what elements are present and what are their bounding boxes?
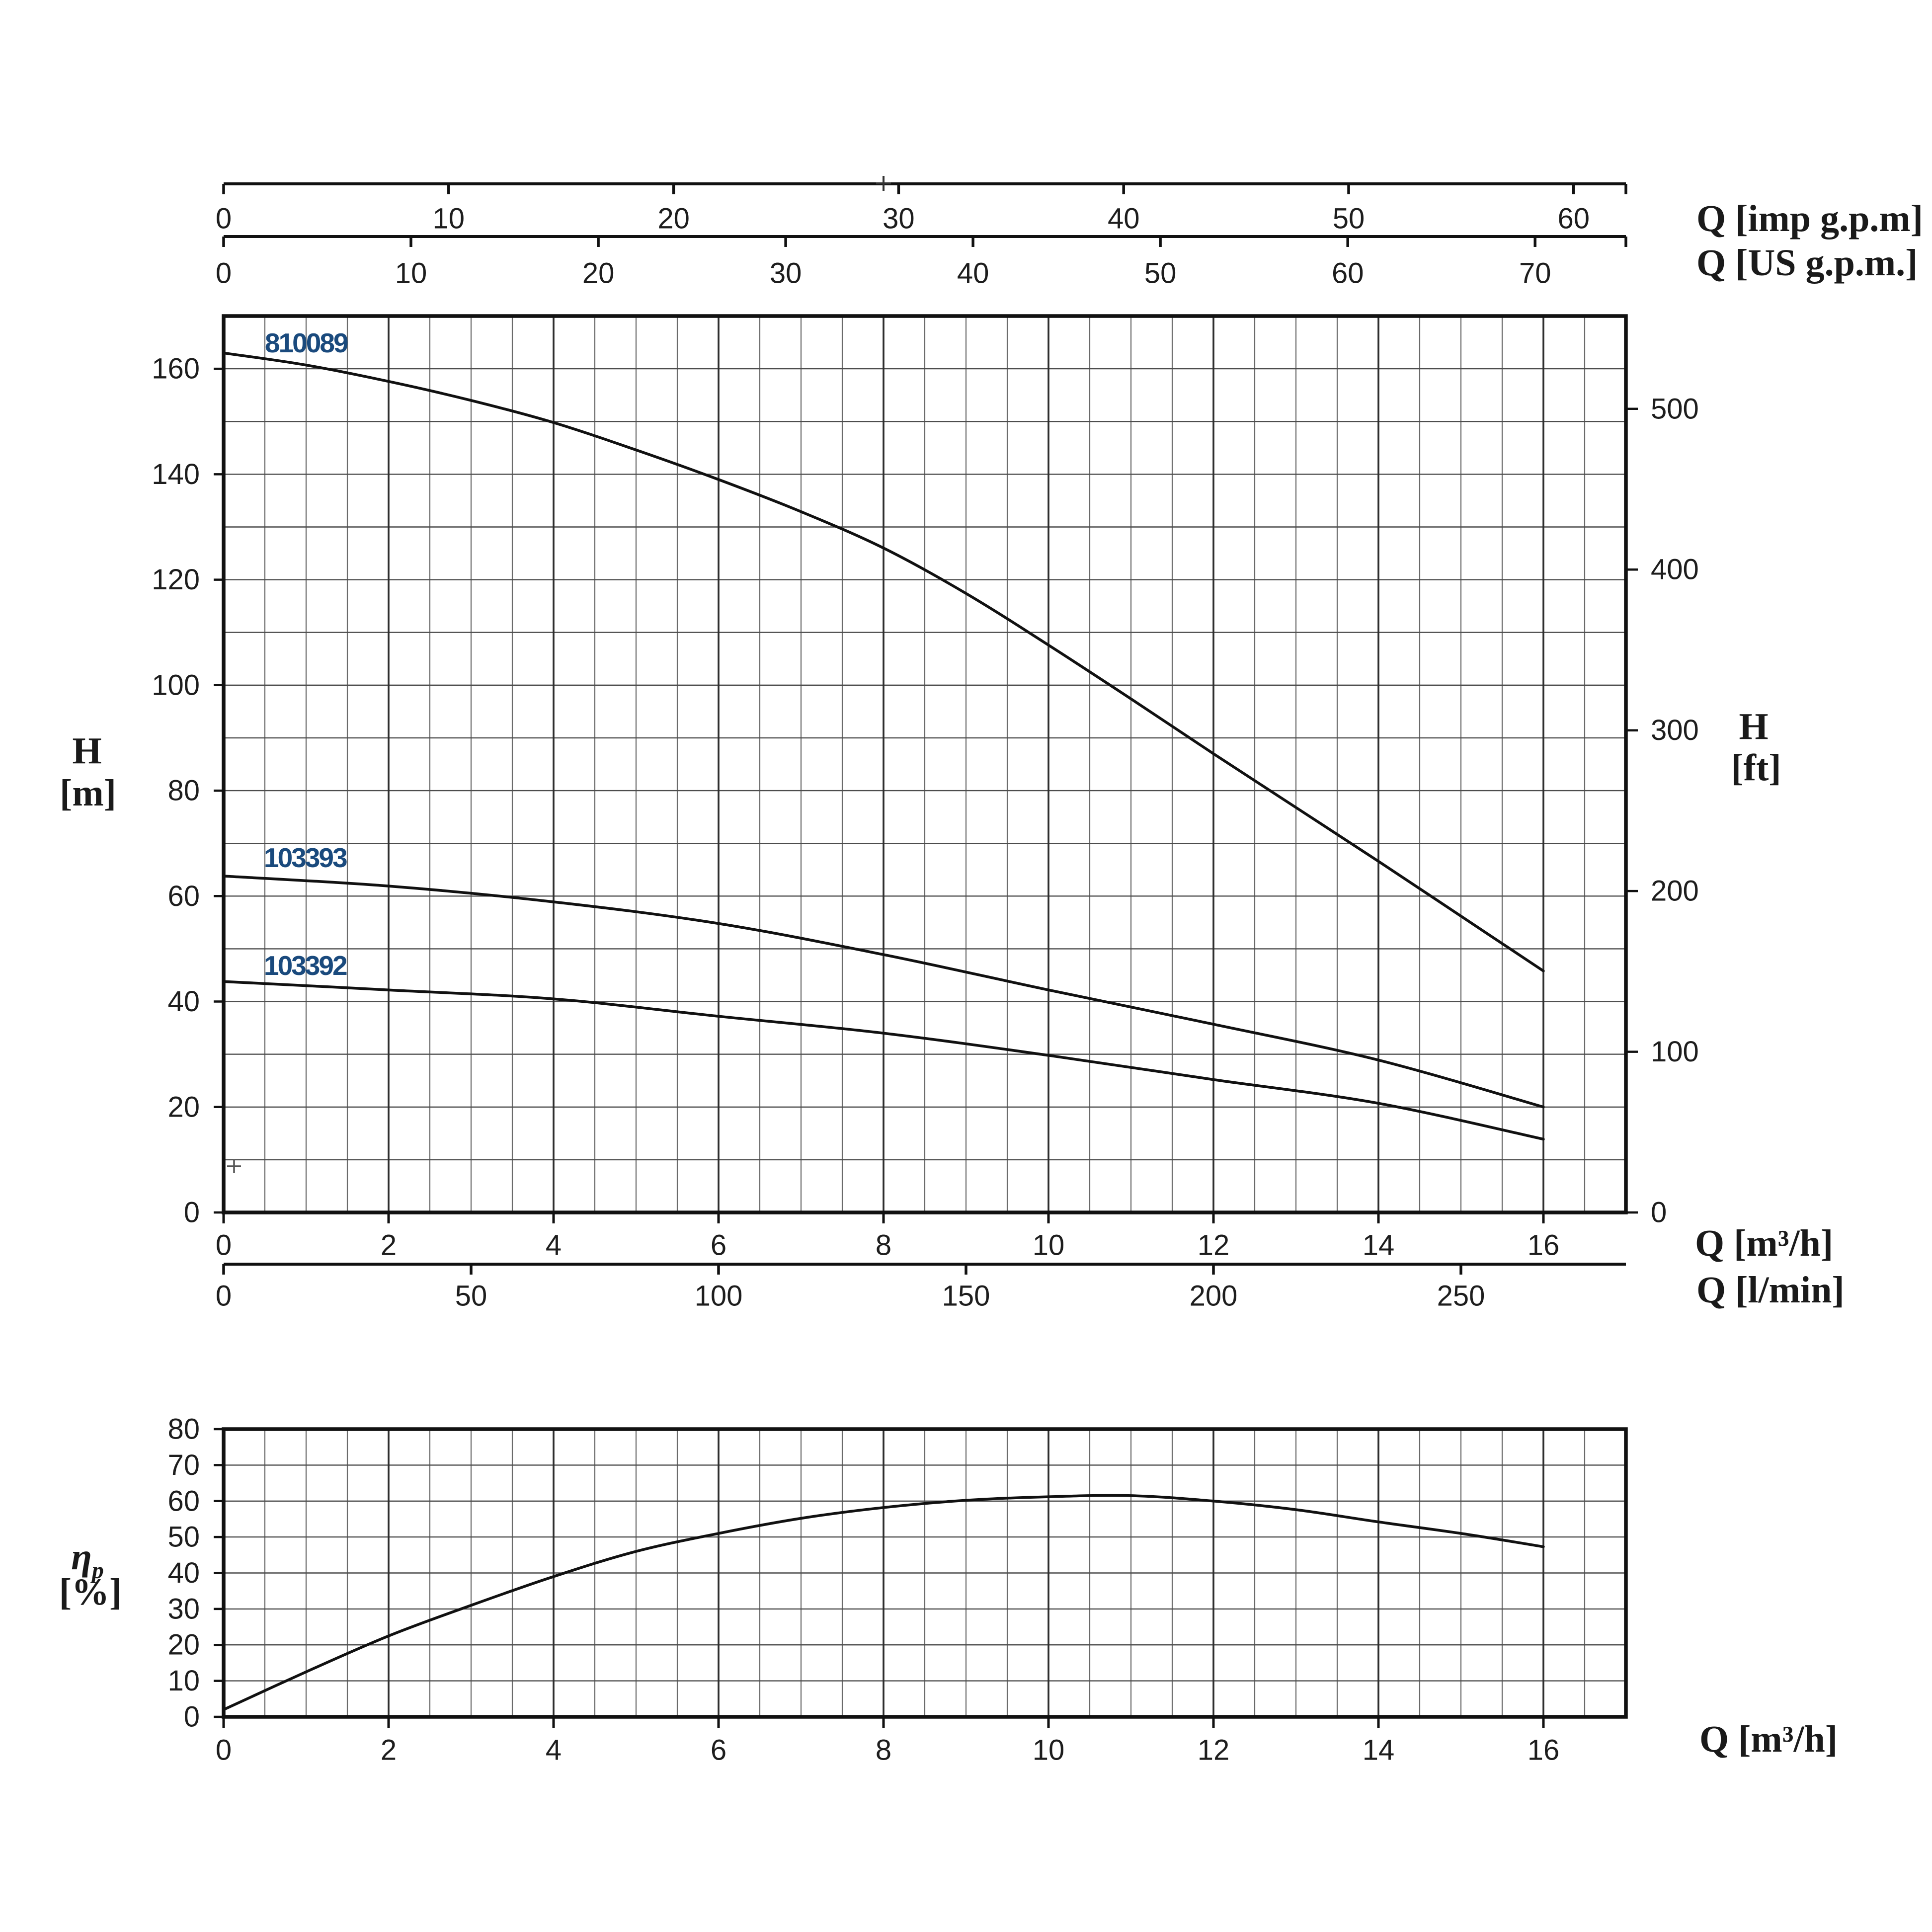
- svg-text:Q [m³/h]: Q [m³/h]: [1699, 1718, 1838, 1760]
- svg-text:50: 50: [455, 1280, 487, 1312]
- svg-text:200: 200: [1190, 1280, 1238, 1312]
- svg-text:10: 10: [1033, 1229, 1065, 1262]
- svg-text:[%]: [%]: [59, 1571, 122, 1613]
- svg-text:50: 50: [167, 1521, 200, 1553]
- svg-text:12: 12: [1198, 1229, 1230, 1262]
- svg-text:60: 60: [1557, 203, 1590, 235]
- svg-text:40: 40: [1108, 203, 1140, 235]
- svg-text:80: 80: [167, 775, 200, 807]
- svg-text:4: 4: [546, 1229, 562, 1262]
- svg-text:810089: 810089: [265, 327, 348, 358]
- svg-text:0: 0: [184, 1197, 200, 1229]
- svg-text:6: 6: [711, 1229, 726, 1262]
- svg-text:20: 20: [167, 1091, 200, 1123]
- svg-text:0: 0: [216, 1734, 232, 1767]
- svg-text:300: 300: [1651, 714, 1699, 746]
- svg-text:80: 80: [167, 1413, 200, 1446]
- svg-text:0: 0: [216, 203, 232, 235]
- svg-text:60: 60: [1332, 257, 1364, 290]
- svg-text:8: 8: [876, 1734, 891, 1767]
- svg-text:0: 0: [216, 257, 232, 290]
- svg-text:[m]: [m]: [60, 772, 116, 814]
- svg-text:2: 2: [381, 1229, 397, 1262]
- svg-text:12: 12: [1198, 1734, 1230, 1767]
- svg-text:10: 10: [1033, 1734, 1065, 1767]
- svg-text:Q [imp g.p.m]: Q [imp g.p.m]: [1696, 198, 1923, 240]
- svg-text:40: 40: [957, 257, 989, 290]
- svg-text:100: 100: [1651, 1036, 1699, 1068]
- svg-text:400: 400: [1651, 554, 1699, 586]
- svg-text:30: 30: [770, 257, 802, 290]
- svg-text:8: 8: [876, 1229, 891, 1262]
- svg-text:40: 40: [167, 985, 200, 1018]
- svg-text:H: H: [72, 730, 101, 772]
- svg-text:140: 140: [152, 458, 200, 490]
- svg-text:30: 30: [883, 203, 915, 235]
- svg-text:70: 70: [1519, 257, 1551, 290]
- svg-text:H: H: [1739, 706, 1768, 747]
- svg-text:10: 10: [167, 1665, 200, 1697]
- svg-text:150: 150: [942, 1280, 990, 1312]
- svg-text:103393: 103393: [264, 842, 347, 873]
- svg-text:ηp: ηp: [71, 1536, 104, 1584]
- svg-text:0: 0: [216, 1229, 232, 1262]
- svg-text:70: 70: [167, 1449, 200, 1481]
- svg-text:103392: 103392: [264, 950, 347, 981]
- svg-text:10: 10: [433, 203, 465, 235]
- svg-text:20: 20: [167, 1629, 200, 1661]
- svg-text:0: 0: [216, 1280, 232, 1312]
- svg-text:40: 40: [167, 1557, 200, 1589]
- svg-text:10: 10: [395, 257, 427, 290]
- svg-text:100: 100: [152, 669, 200, 701]
- svg-text:6: 6: [711, 1734, 726, 1767]
- svg-text:250: 250: [1437, 1280, 1485, 1312]
- svg-text:0: 0: [184, 1701, 200, 1733]
- svg-text:50: 50: [1333, 203, 1365, 235]
- svg-text:50: 50: [1144, 257, 1177, 290]
- svg-text:0: 0: [1651, 1197, 1667, 1229]
- svg-text:[ft]: [ft]: [1731, 747, 1781, 789]
- svg-text:60: 60: [167, 880, 200, 912]
- svg-text:Q [m³/h]: Q [m³/h]: [1695, 1222, 1833, 1264]
- svg-text:16: 16: [1528, 1734, 1560, 1767]
- svg-text:60: 60: [167, 1485, 200, 1517]
- svg-text:14: 14: [1363, 1229, 1395, 1262]
- svg-text:Q [l/min]: Q [l/min]: [1696, 1269, 1845, 1311]
- svg-text:4: 4: [546, 1734, 562, 1767]
- svg-text:20: 20: [657, 203, 690, 235]
- svg-text:2: 2: [381, 1734, 397, 1767]
- svg-text:20: 20: [582, 257, 615, 290]
- svg-text:14: 14: [1363, 1734, 1395, 1767]
- svg-text:120: 120: [152, 564, 200, 596]
- svg-text:16: 16: [1528, 1229, 1560, 1262]
- svg-text:160: 160: [152, 353, 200, 385]
- svg-text:100: 100: [695, 1280, 743, 1312]
- svg-text:500: 500: [1651, 393, 1699, 425]
- svg-text:Q [US g.p.m.]: Q [US g.p.m.]: [1696, 242, 1918, 284]
- svg-text:200: 200: [1651, 875, 1699, 907]
- svg-text:30: 30: [167, 1593, 200, 1625]
